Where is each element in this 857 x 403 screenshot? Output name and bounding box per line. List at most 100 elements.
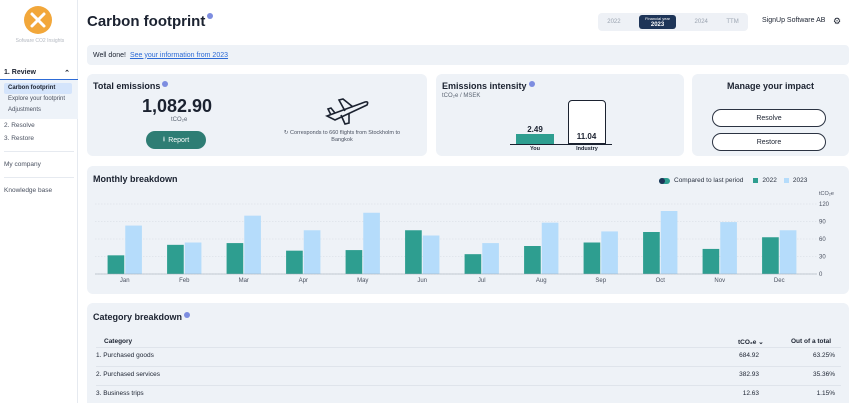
bar-2023-apr (303, 230, 321, 274)
banner-link[interactable]: See your information from 2023 (129, 51, 229, 59)
y-tick-label: 60 (819, 237, 826, 243)
info-icon[interactable] (162, 81, 169, 87)
nav-review[interactable]: 1. Review ⌃ (0, 66, 78, 80)
table-row[interactable]: 3. Business trips 12.63 1.15% (96, 385, 841, 403)
logo[interactable] (24, 6, 52, 34)
emissions-intensity-card: Emissions intensity tCO₂e / MSEK 2.49 11… (436, 74, 684, 156)
table-row[interactable]: 2. Purchased services 382.93 35.36% (96, 366, 841, 384)
row-category: 3. Business trips (96, 390, 144, 397)
table-row[interactable]: 1. Purchased goods 684.92 63.25% (96, 347, 841, 365)
year-option-2022[interactable]: 2022 (607, 19, 621, 25)
download-icon: ⭳ (162, 135, 166, 143)
col-category[interactable]: Category (104, 338, 133, 345)
year-option-2023[interactable]: Financial year 2023 (639, 15, 677, 29)
year-selected-value: 2023 (650, 22, 665, 28)
row-value: 684.92 (739, 352, 759, 359)
bar-2022-jul (464, 254, 482, 274)
intensity-title-text: Emissions intensity (442, 81, 527, 91)
col-share[interactable]: Out of a total (791, 338, 832, 345)
info-icon[interactable] (184, 312, 191, 318)
manage-impact-title: Manage your impact (726, 81, 815, 91)
intensity-you-bar (516, 134, 554, 144)
gear-icon[interactable]: ⚙ (833, 16, 842, 26)
bar-2022-aug (524, 246, 541, 274)
leaf-x-icon (30, 12, 46, 28)
nav-divider (4, 151, 74, 152)
chevron-down-icon: ⌄ (758, 339, 764, 346)
flights-equivalent: ↻ Corresponds to 660 flights from Stockh… (277, 130, 407, 144)
monthly-legend: Compared to last period 2022 2023 (659, 177, 807, 184)
sidebar: Sofware CO2 Insights 1. Review ⌃ Carbon … (0, 0, 78, 403)
row-category: 1. Purchased goods (96, 352, 154, 359)
info-icon[interactable] (207, 13, 214, 19)
x-tick-label: May (357, 278, 368, 284)
nav-item-explore[interactable]: Explore your footprint (8, 96, 66, 102)
monthly-breakdown-card: Monthly breakdown Compared to last perio… (87, 166, 849, 294)
monthly-chart: 0 30 60 90 120 tCO₂e Jan Feb Mar Apr May Jun Jul Aug S… (95, 191, 834, 284)
intensity-industry-value: 11.04 (576, 132, 597, 141)
logo-text: Sofware CO2 Insights (15, 38, 65, 44)
x-tick-label: Jul (478, 278, 486, 284)
category-breakdown-card: Category breakdown (87, 303, 849, 403)
legend-2023-swatch (783, 178, 789, 183)
bar-2022-jan (107, 255, 125, 274)
bar-2022-feb (167, 244, 184, 274)
refresh-icon: ↻ (283, 130, 291, 136)
total-emissions-value: 1,082.90 (142, 96, 213, 116)
x-tick-label: Nov (714, 278, 725, 284)
nav-my-company[interactable]: My company (4, 161, 41, 168)
chevron-up-icon: ⌃ (64, 69, 70, 77)
bar-2023-jun (422, 235, 440, 274)
col-tco2e[interactable]: tCO₂e ⌄ (738, 338, 764, 346)
nav-sub-list: Carbon footprint Explore your footprint … (0, 80, 78, 119)
bar-2022-apr (286, 250, 303, 274)
row-share: 63.25% (812, 352, 835, 359)
total-emissions-unit: tCO₂e (171, 117, 188, 123)
bar-2023-feb (184, 242, 202, 274)
info-icon[interactable] (528, 81, 535, 87)
row-value: 382.93 (739, 371, 759, 378)
row-value: 12.63 (742, 390, 759, 397)
bar-2023-may (363, 212, 380, 274)
total-emissions-title-text: Total emissions (93, 81, 161, 91)
resolve-button[interactable]: Resolve (712, 109, 826, 127)
manage-impact-card: Manage your impact Resolve Restore (692, 74, 849, 156)
nav-section: 1. Review ⌃ Carbon footprint Explore you… (0, 66, 78, 197)
nav-item-carbon-footprint[interactable]: Carbon footprint (4, 83, 72, 94)
bar-2022-may (345, 250, 363, 274)
year-option-2024[interactable]: 2024 (694, 19, 708, 25)
report-button[interactable]: ⭳ Report (146, 131, 206, 149)
row-share: 1.15% (816, 390, 835, 397)
nav-knowledge-base[interactable]: Knowledge base (4, 187, 53, 194)
row-share: 35.36% (812, 371, 835, 378)
nav-restore[interactable]: 3. Restore (4, 135, 34, 142)
category-title-text: Category breakdown (93, 312, 183, 322)
row-category: 2. Purchased services (96, 371, 160, 378)
intensity-baseline (510, 144, 612, 145)
intensity-industry-label: Industry (576, 146, 598, 152)
total-emissions-card: Total emissions 1,082.90 tCO₂e ⭳ Report … (87, 74, 427, 156)
total-emissions-title: Total emissions (93, 81, 169, 91)
bar-2022-sep (583, 242, 601, 274)
bar-2023-dec (779, 230, 797, 274)
y-tick-label: 0 (819, 272, 823, 278)
bar-2023-jan (125, 225, 142, 274)
company-name[interactable]: SignUp Software AB (762, 17, 826, 24)
x-tick-label: Aug (536, 278, 547, 284)
bar-2023-aug (541, 222, 559, 274)
nav-review-label: 1. Review (4, 69, 36, 76)
compare-toggle[interactable] (659, 177, 670, 184)
x-tick-label: Jun (417, 278, 427, 284)
intensity-unit: tCO₂e / MSEK (442, 93, 481, 99)
x-tick-label: Mar (239, 278, 249, 284)
x-tick-label: Dec (774, 278, 785, 284)
nav-resolve[interactable]: 2. Resolve (4, 122, 35, 129)
nav-item-adjustments[interactable]: Adjustments (8, 107, 42, 113)
flights-equivalent-text: Corresponds to 660 flights from Stockhol… (290, 130, 401, 143)
bar-2023-oct (660, 211, 678, 274)
x-tick-label: Sep (595, 278, 606, 284)
bar-2023-mar (244, 215, 261, 274)
year-option-ttm[interactable]: TTM (726, 19, 739, 25)
x-tick-label: Feb (179, 278, 190, 284)
restore-button[interactable]: Restore (712, 133, 826, 151)
